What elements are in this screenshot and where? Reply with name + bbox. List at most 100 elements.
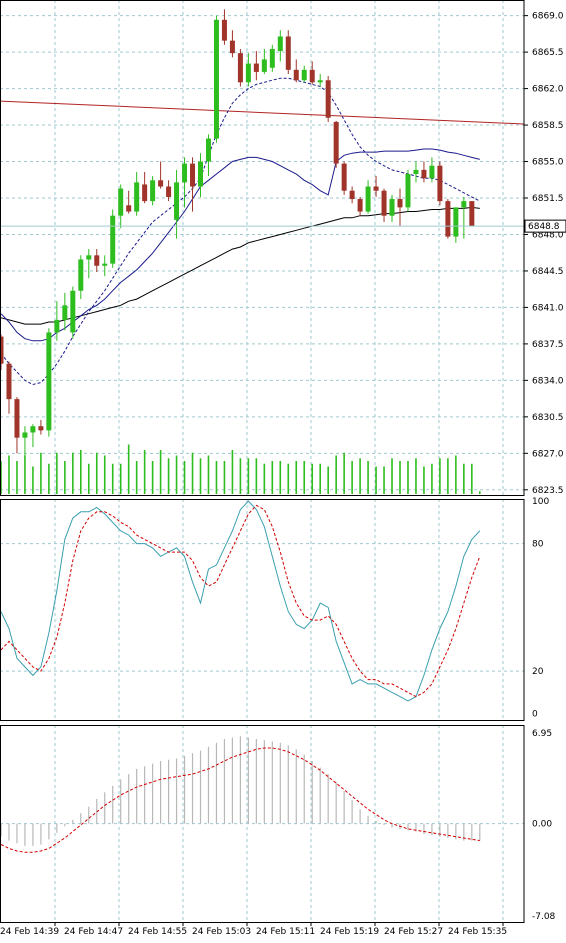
resistance-line bbox=[0, 100, 525, 125]
candle-body bbox=[158, 180, 164, 187]
panel-frame bbox=[0, 0, 525, 496]
candle-body bbox=[421, 169, 427, 179]
time-tick-label: 24 Feb 14:39 bbox=[0, 927, 59, 937]
candle bbox=[397, 188, 403, 227]
candle-body bbox=[126, 205, 132, 212]
candle-body bbox=[198, 161, 203, 187]
stoch-tick-label: 80 bbox=[532, 540, 544, 550]
candle bbox=[213, 15, 219, 143]
time-tick-label: 24 Feb 15:03 bbox=[192, 927, 251, 937]
candle bbox=[333, 120, 339, 168]
price-tick-label: 6844.5 bbox=[532, 267, 564, 277]
candle bbox=[190, 157, 196, 212]
candle bbox=[38, 419, 44, 435]
macd-panel[interactable]: 6.95 0.00 -7.08 bbox=[0, 725, 556, 922]
candle-body bbox=[221, 19, 227, 41]
candle-body bbox=[429, 165, 435, 179]
candle-body bbox=[277, 36, 283, 52]
price-tick-label: 6823.5 bbox=[532, 486, 564, 496]
stoch-main-line bbox=[0, 500, 481, 702]
candle-body bbox=[54, 319, 60, 333]
candle bbox=[86, 249, 92, 279]
price-tick-label: 6855.0 bbox=[532, 158, 564, 168]
candle-body bbox=[397, 199, 403, 208]
candle-body bbox=[389, 199, 395, 216]
candle bbox=[174, 169, 180, 239]
candle-body bbox=[14, 399, 20, 438]
price-tick-label: 6848.0 bbox=[532, 230, 564, 240]
candle bbox=[22, 426, 28, 459]
candle bbox=[229, 30, 235, 58]
candle bbox=[237, 48, 243, 87]
candle-body bbox=[445, 201, 451, 237]
price-tick-label: 6858.5 bbox=[532, 121, 564, 131]
candle-body bbox=[349, 190, 355, 200]
candle-body bbox=[62, 305, 68, 320]
candle-body bbox=[437, 165, 443, 202]
candle-body bbox=[309, 69, 315, 83]
candle-body bbox=[46, 332, 52, 431]
macd-tick-label: 0.00 bbox=[532, 820, 552, 830]
candle-body bbox=[174, 182, 180, 220]
candle bbox=[429, 157, 435, 183]
candle bbox=[389, 194, 395, 222]
candle-body bbox=[6, 363, 12, 400]
candle-body bbox=[453, 207, 459, 237]
candle-body bbox=[373, 186, 379, 191]
price-tick-label: 6869.0 bbox=[532, 12, 564, 22]
time-tick-label: 24 Feb 14:55 bbox=[128, 927, 187, 937]
candle bbox=[182, 157, 188, 208]
candle-body bbox=[269, 48, 275, 68]
candle bbox=[46, 328, 52, 437]
candle bbox=[221, 9, 227, 45]
candle bbox=[381, 188, 387, 222]
candle-body bbox=[78, 259, 84, 291]
candle bbox=[118, 184, 124, 229]
candle-body bbox=[357, 199, 363, 212]
candle bbox=[6, 361, 12, 414]
candle-body bbox=[118, 188, 124, 216]
candle-body bbox=[333, 121, 339, 164]
candle-body bbox=[22, 432, 28, 438]
candle-body bbox=[30, 426, 36, 433]
price-tick-label: 6851.5 bbox=[532, 194, 564, 204]
candle bbox=[469, 201, 475, 227]
time-tick-label: 24 Feb 15:19 bbox=[320, 927, 379, 937]
price-panel[interactable]: 6869.0 6865.5 6862.0 6858.5 6855.0 6851.5 6848… bbox=[0, 0, 566, 496]
candle bbox=[349, 186, 355, 204]
candle bbox=[269, 44, 275, 72]
macd-signal-line bbox=[0, 747, 480, 853]
moving-average-dashed bbox=[0, 77, 481, 386]
candle-body bbox=[229, 40, 235, 54]
candle-body bbox=[237, 53, 243, 83]
candle-body bbox=[341, 163, 347, 191]
candle-body bbox=[70, 290, 76, 333]
candle-body bbox=[293, 69, 299, 81]
candle-body bbox=[213, 19, 219, 139]
candle-body bbox=[205, 138, 211, 162]
macd-tick-label: -7.08 bbox=[532, 912, 556, 922]
candle bbox=[198, 153, 203, 197]
candle-body bbox=[325, 80, 331, 118]
candle-body bbox=[38, 426, 44, 431]
candle bbox=[158, 161, 164, 189]
stochastic-panel[interactable]: 100 80 20 0 bbox=[0, 497, 549, 720]
price-tick-label: 6834.0 bbox=[532, 376, 564, 386]
stoch-tick-label: 100 bbox=[532, 497, 549, 507]
candle bbox=[357, 196, 363, 216]
candle-body bbox=[245, 63, 251, 83]
candle-body bbox=[301, 69, 307, 81]
candle-body bbox=[253, 63, 259, 72]
candle-body bbox=[461, 201, 467, 208]
candle bbox=[78, 255, 84, 300]
candle bbox=[126, 190, 132, 214]
candle bbox=[30, 424, 36, 448]
stoch-signal-line bbox=[0, 504, 481, 698]
candle-body bbox=[469, 201, 475, 227]
candle bbox=[166, 180, 172, 202]
moving-average-fast bbox=[0, 148, 480, 342]
candle bbox=[373, 176, 379, 197]
candle bbox=[461, 196, 467, 239]
candle-body bbox=[94, 255, 100, 266]
